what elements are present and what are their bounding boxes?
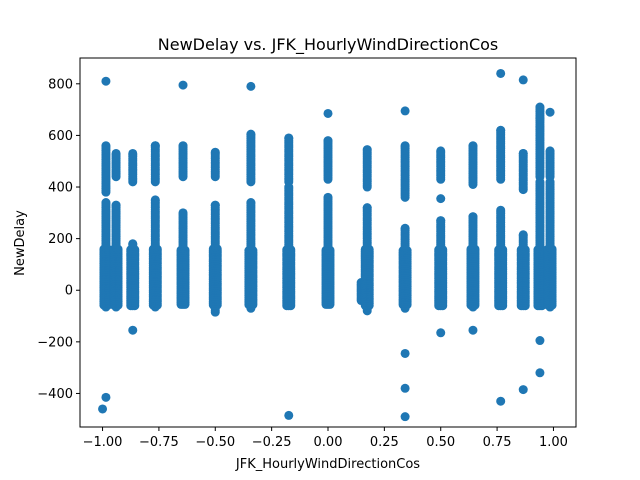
y-axis-label: NewDelay [13, 210, 28, 276]
data-point [496, 205, 506, 215]
outlier-point [496, 396, 506, 406]
data-point [545, 146, 555, 156]
data-point [323, 136, 333, 146]
data-point [150, 141, 160, 151]
outlier-point [246, 81, 256, 91]
y-tick-label: 0 [65, 284, 73, 299]
x-tick-label: 0.00 [314, 435, 343, 450]
data-point [323, 192, 333, 202]
data-point [210, 147, 220, 157]
outlier-point [128, 325, 138, 335]
data-point [518, 148, 528, 158]
data-point [535, 102, 545, 112]
x-tick-label: 0.25 [370, 435, 399, 450]
chart-title: NewDelay vs. JFK_HourlyWindDirectionCos [158, 35, 499, 55]
data-point [101, 198, 111, 207]
data-point [468, 212, 478, 222]
x-tick-label: −0.75 [139, 435, 179, 450]
data-point [496, 125, 506, 135]
data-point [101, 141, 111, 151]
x-tick-label: 0.50 [426, 435, 455, 450]
data-point [284, 133, 294, 143]
data-point [210, 200, 220, 210]
outlier-point [535, 114, 545, 124]
data-point [436, 146, 446, 156]
scatter-points [98, 68, 557, 422]
outlier-point [535, 336, 545, 346]
y-tick-label: 200 [48, 232, 73, 247]
outlier-point [400, 383, 410, 393]
data-point [362, 203, 372, 213]
outlier-point [400, 106, 410, 116]
data-point [111, 200, 121, 210]
outlier-point [436, 194, 446, 204]
x-axis-label: JFK_HourlyWindDirectionCos [235, 457, 420, 472]
data-point [111, 148, 121, 158]
y-tick-label: 800 [48, 77, 73, 92]
data-point [400, 141, 410, 151]
outlier-point [436, 328, 446, 338]
outlier-point [101, 76, 111, 86]
x-tick-label: −0.50 [195, 435, 235, 450]
data-point [128, 148, 138, 158]
data-point [362, 145, 372, 155]
data-point [150, 195, 160, 205]
data-point [246, 129, 256, 139]
outlier-point [518, 75, 528, 85]
data-point [468, 141, 478, 151]
outlier-point [518, 385, 528, 395]
outlier-point [178, 80, 188, 90]
data-point [436, 216, 446, 226]
data-point [128, 239, 138, 249]
x-axis: −1.00 −0.75 −0.50 −0.25 0.00 0.25 0.50 0.75 1.00 [83, 427, 568, 450]
outlier-point [400, 348, 410, 358]
outlier-point [496, 68, 506, 78]
y-axis: −400 −200 0 200 400 600 800 [37, 77, 80, 402]
x-tick-label: −1.00 [83, 435, 123, 450]
outlier-point [98, 404, 108, 414]
outlier-point [323, 108, 333, 118]
data-point [246, 198, 256, 207]
outlier-point [545, 107, 555, 117]
y-tick-label: −400 [37, 387, 73, 402]
outlier-point [535, 368, 545, 378]
data-point [400, 223, 410, 233]
y-tick-label: 600 [48, 129, 73, 144]
x-tick-label: −0.25 [252, 435, 292, 450]
x-tick-label: 1.00 [539, 435, 568, 450]
y-tick-label: −200 [37, 335, 73, 350]
outlier-point [284, 410, 294, 420]
outlier-point [468, 325, 478, 335]
data-point [178, 141, 188, 151]
y-tick-label: 400 [48, 181, 73, 196]
outlier-point [400, 412, 410, 422]
data-point [178, 208, 188, 218]
x-tick-label: 0.75 [483, 435, 512, 450]
outlier-point [101, 392, 111, 402]
data-point [518, 230, 528, 240]
